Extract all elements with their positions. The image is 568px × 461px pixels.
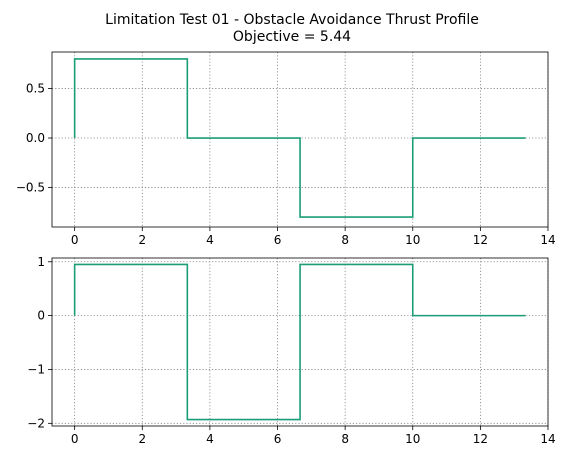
y-tick-label: 0 (37, 309, 45, 323)
y-tick-label: 0.0 (26, 131, 45, 145)
x-tick-label: 8 (341, 432, 349, 446)
x-tick-label: 6 (274, 432, 282, 446)
x-tick-label: 4 (206, 233, 214, 247)
thrust-subplot-top: 0 2 4 6 8 10 12 14 0.5 0.0 −0.5 (16, 51, 556, 247)
axes-frame (51, 51, 549, 228)
x-tick-label: 0 (71, 432, 79, 446)
figure-title-line-1: Limitation Test 01 - Obstacle Avoidance … (105, 12, 479, 28)
x-tick-label: 2 (138, 233, 146, 247)
x-tick-label: 6 (274, 233, 282, 247)
x-tick-label: 14 (540, 233, 555, 247)
x-tick-label: 2 (138, 432, 146, 446)
y-tick-label: 0.5 (26, 82, 45, 96)
x-tick-label: 12 (473, 432, 488, 446)
x-tick-label: 0 (71, 233, 79, 247)
x-tick-label: 4 (206, 432, 214, 446)
y-tick-label: 1 (37, 255, 45, 269)
x-tick-label: 14 (540, 432, 555, 446)
axes-frame (51, 257, 549, 427)
figure-title-line-2: Objective = 5.44 (233, 29, 351, 45)
x-tick-label: 12 (473, 233, 488, 247)
x-tick-label: 10 (405, 432, 420, 446)
y-tick-label: −0.5 (16, 180, 45, 194)
x-tick-label: 10 (405, 233, 420, 247)
y-tick-label: −1 (27, 362, 45, 376)
x-tick-label: 8 (341, 233, 349, 247)
thrust-step-line (73, 58, 526, 218)
thrust-step-line (73, 263, 526, 421)
y-tick-label: −2 (27, 416, 45, 430)
